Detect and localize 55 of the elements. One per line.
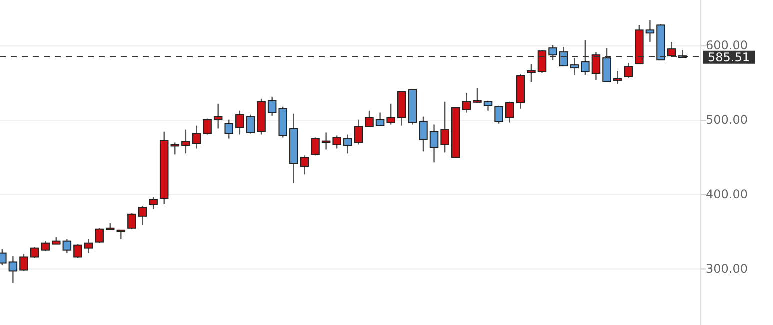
candlestick: [74, 244, 82, 259]
candlestick: [667, 41, 676, 58]
candlestick: [484, 100, 493, 112]
candlestick: [95, 228, 104, 244]
candlestick: [344, 134, 352, 154]
y-tick-label: 400.00: [706, 187, 748, 202]
candlestick: [581, 40, 590, 76]
candlestick: [430, 124, 439, 164]
candlestick: [354, 119, 364, 146]
candlestick: [505, 101, 514, 124]
candlestick: [462, 92, 472, 114]
candlestick: [192, 125, 202, 150]
candlestick: [332, 135, 342, 150]
candlestick: [300, 155, 310, 176]
candlestick: [236, 110, 244, 136]
y-tick-label: 500.00: [706, 113, 748, 128]
candlestick: [311, 137, 320, 156]
candlestick: [214, 103, 223, 130]
candlestick: [613, 70, 622, 85]
y-tick-label: 300.00: [706, 262, 748, 276]
candlestick: [224, 119, 234, 140]
candlestick: [548, 44, 558, 61]
candlestick: [62, 238, 72, 254]
ref-line-label: 585.51: [708, 50, 750, 65]
candlestick: [386, 103, 396, 126]
candlestick: [84, 238, 94, 254]
candlestick: [376, 112, 385, 126]
candlestick: [8, 256, 18, 284]
candlestick: [128, 212, 136, 230]
candlestick: [322, 132, 331, 150]
candlestick: [473, 87, 482, 104]
candlestick: [570, 57, 580, 76]
candlestick: [138, 206, 148, 226]
candlestick: [365, 110, 374, 128]
candlestick: [602, 48, 612, 83]
candlestick: [41, 240, 50, 252]
candlestick: [20, 254, 28, 272]
candlestick: [624, 62, 634, 79]
candlestick: [149, 196, 158, 210]
candlestick: [246, 114, 256, 134]
candlestick: [116, 230, 126, 240]
y-tick-label: 600.00: [706, 38, 748, 53]
candlestick: [419, 116, 428, 152]
candlestick: [182, 129, 190, 154]
candlestick: [592, 51, 601, 81]
candlestick: [268, 96, 277, 116]
candlestick: [170, 142, 180, 156]
candlestick: [559, 46, 568, 67]
candlestick: [494, 105, 504, 124]
candlestick: [538, 50, 547, 74]
candlestick: [646, 20, 655, 43]
candlestick: [440, 101, 450, 154]
candlestick: [203, 118, 212, 136]
candlestick: [30, 246, 40, 259]
candlestick: [527, 63, 536, 83]
